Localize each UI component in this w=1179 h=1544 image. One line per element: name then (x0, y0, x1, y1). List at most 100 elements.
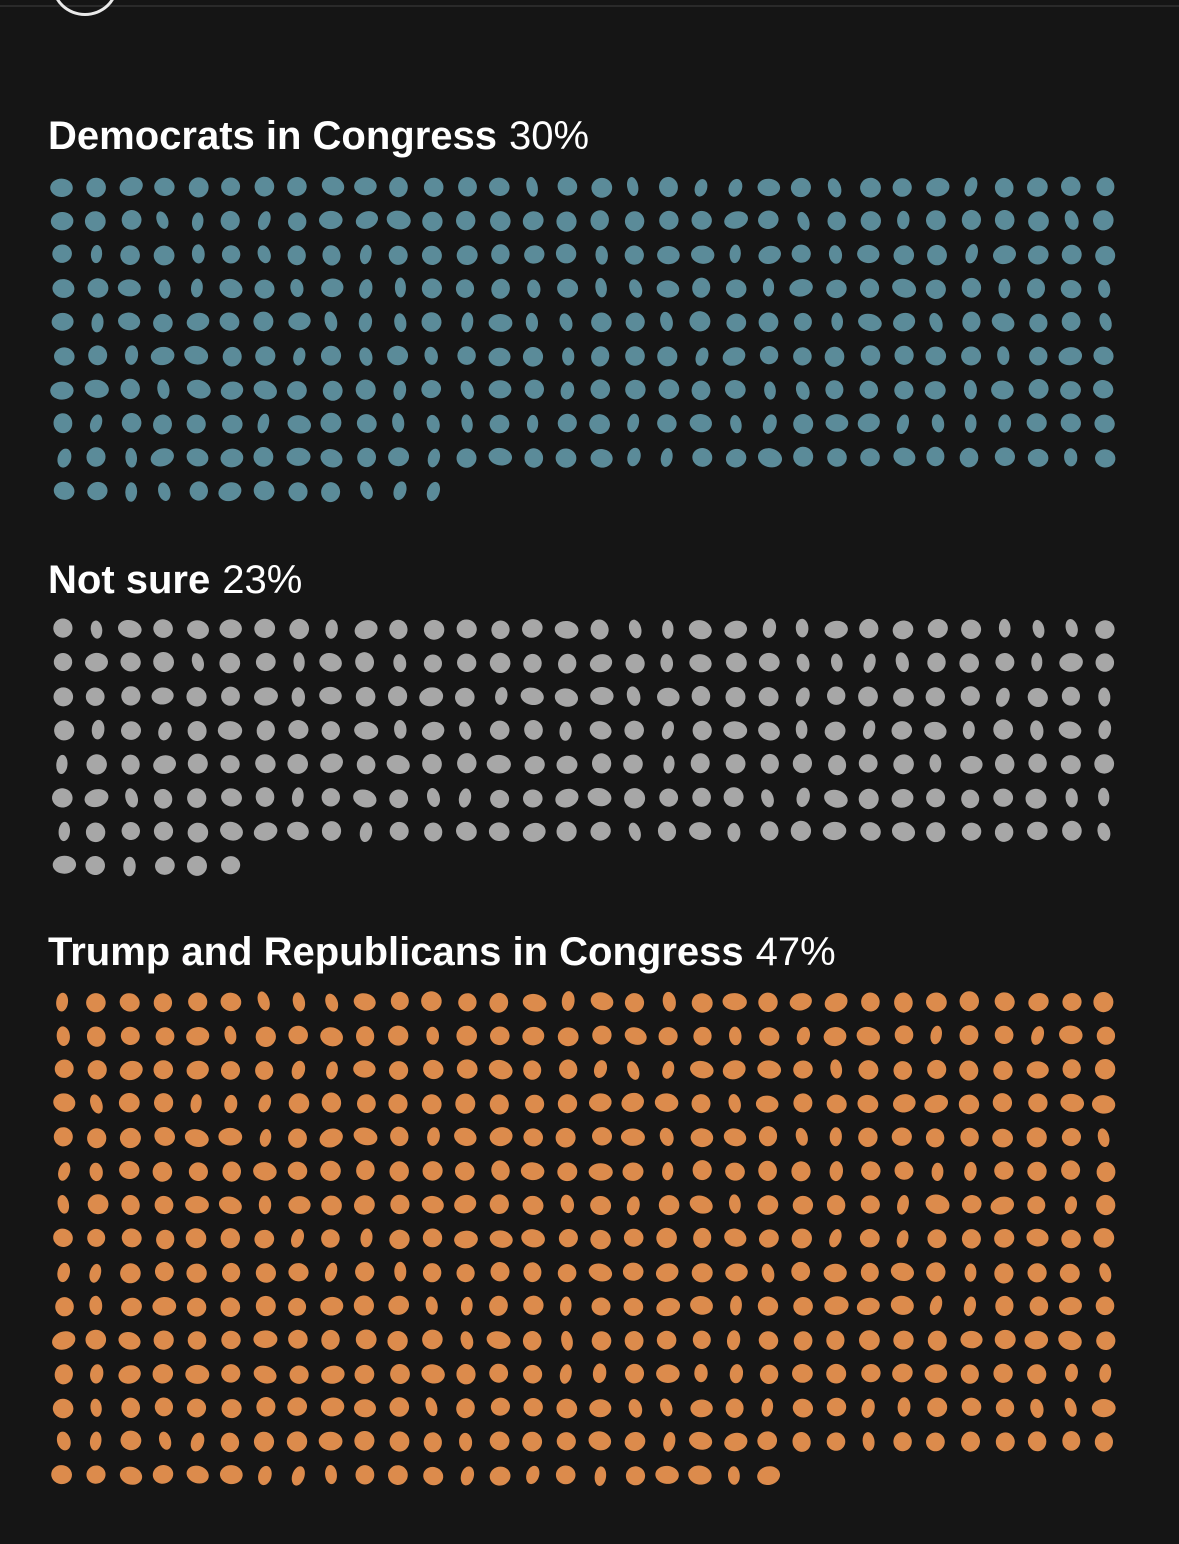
dot-democrats (255, 346, 276, 366)
dot-not-sure (158, 722, 172, 741)
dot-democrats (1028, 211, 1049, 232)
dot-republicans (1027, 1263, 1047, 1283)
dot-republicans (927, 1059, 947, 1079)
dot-grid-democrats (50, 176, 1116, 503)
dot-democrats (562, 347, 575, 366)
dot-republicans (186, 1465, 209, 1484)
dot-not-sure (558, 653, 577, 674)
dot-republicans (287, 1161, 308, 1180)
dot-republicans (557, 1162, 578, 1182)
dot-republicans (253, 1431, 275, 1452)
dot-republicans (184, 1129, 209, 1148)
dot-not-sure (824, 620, 848, 639)
dot-democrats (253, 380, 277, 400)
dot-republicans (320, 1296, 344, 1316)
circle-icon (52, 0, 118, 16)
dot-republicans (925, 1194, 950, 1214)
dot-not-sure (359, 822, 373, 843)
dot-democrats (190, 278, 203, 298)
dot-republicans (289, 1365, 309, 1384)
dot-democrats (357, 447, 377, 468)
dot-republicans (353, 1195, 375, 1215)
dot-republicans (897, 1397, 911, 1417)
dot-not-sure (419, 687, 444, 707)
dot-democrats (589, 414, 610, 435)
dot-democrats (824, 346, 845, 367)
dot-democrats (959, 447, 979, 468)
dot-not-sure (1098, 787, 1110, 807)
dot-republicans (662, 1060, 675, 1079)
dot-democrats (426, 414, 440, 434)
dot-republicans (460, 1466, 475, 1486)
dot-republicans (1026, 1127, 1047, 1148)
dot-not-sure (288, 720, 309, 739)
dot-republicans (930, 1025, 942, 1045)
dot-democrats (590, 448, 613, 468)
dot-republicans (288, 1329, 308, 1349)
dot-not-sure (488, 822, 510, 842)
dot-republicans (691, 1094, 711, 1114)
dot-democrats (121, 209, 142, 230)
dot-republicans (729, 1364, 744, 1384)
dot-not-sure (220, 821, 243, 841)
dot-republicans (488, 1059, 513, 1080)
dot-democrats (729, 244, 741, 264)
dot-democrats (728, 178, 743, 197)
dot-republicans (757, 1466, 781, 1486)
dot-democrats (321, 176, 345, 196)
dot-democrats (392, 412, 405, 433)
dot-not-sure (858, 788, 879, 810)
dot-republicans (557, 1263, 577, 1283)
dot-republicans (557, 1094, 578, 1114)
dot-republicans (154, 1397, 174, 1417)
dot-not-sure (891, 721, 913, 740)
dot-not-sure (587, 787, 612, 807)
dot-republicans (892, 1363, 913, 1383)
dot-not-sure (153, 651, 174, 673)
dot-republicans (829, 1161, 844, 1182)
dot-republicans (959, 991, 980, 1012)
dot-not-sure (1098, 720, 1112, 740)
dot-republicans (257, 991, 270, 1011)
dot-democrats (627, 413, 640, 433)
dot-republicans (729, 1194, 741, 1214)
dot-not-sure (996, 687, 1010, 707)
dot-republicans (861, 1363, 881, 1383)
dot-republicans (1097, 1128, 1110, 1148)
dot-not-sure (86, 754, 107, 775)
dot-democrats (287, 415, 311, 434)
dot-democrats (188, 177, 209, 198)
dot-republicans (218, 1127, 243, 1146)
dot-democrats (54, 347, 75, 366)
dot-republicans (388, 1295, 410, 1315)
dot-republicans (320, 1027, 343, 1047)
dot-democrats (460, 380, 474, 400)
dot-democrats (524, 245, 545, 264)
dot-republicans (186, 1263, 207, 1283)
dot-democrats (625, 312, 645, 332)
dot-republicans (662, 991, 676, 1012)
dot-republicans (588, 1163, 613, 1181)
dot-democrats (320, 345, 342, 366)
dot-republicans (755, 1095, 779, 1113)
dot-democrats (591, 312, 612, 333)
dot-republicans (394, 1261, 407, 1282)
dot-republicans (622, 1162, 644, 1181)
dot-republicans (560, 1296, 572, 1316)
dot-democrats (560, 381, 575, 400)
group-label-not-sure: Not sure (48, 558, 211, 602)
dot-republicans (253, 1162, 277, 1181)
dot-democrats (393, 380, 407, 401)
dot-democrats (722, 347, 746, 366)
dot-republicans (89, 1263, 102, 1283)
dot-republicans (188, 1162, 208, 1182)
dot-republicans (522, 1431, 543, 1452)
dot-not-sure (554, 620, 579, 639)
dot-republicans (1026, 1061, 1049, 1079)
dot-democrats (321, 278, 344, 298)
dot-democrats (659, 176, 678, 198)
dot-democrats (998, 278, 1011, 299)
dot-republicans (964, 1263, 977, 1282)
dot-republicans (926, 992, 947, 1012)
dot-republicans (387, 1330, 408, 1352)
